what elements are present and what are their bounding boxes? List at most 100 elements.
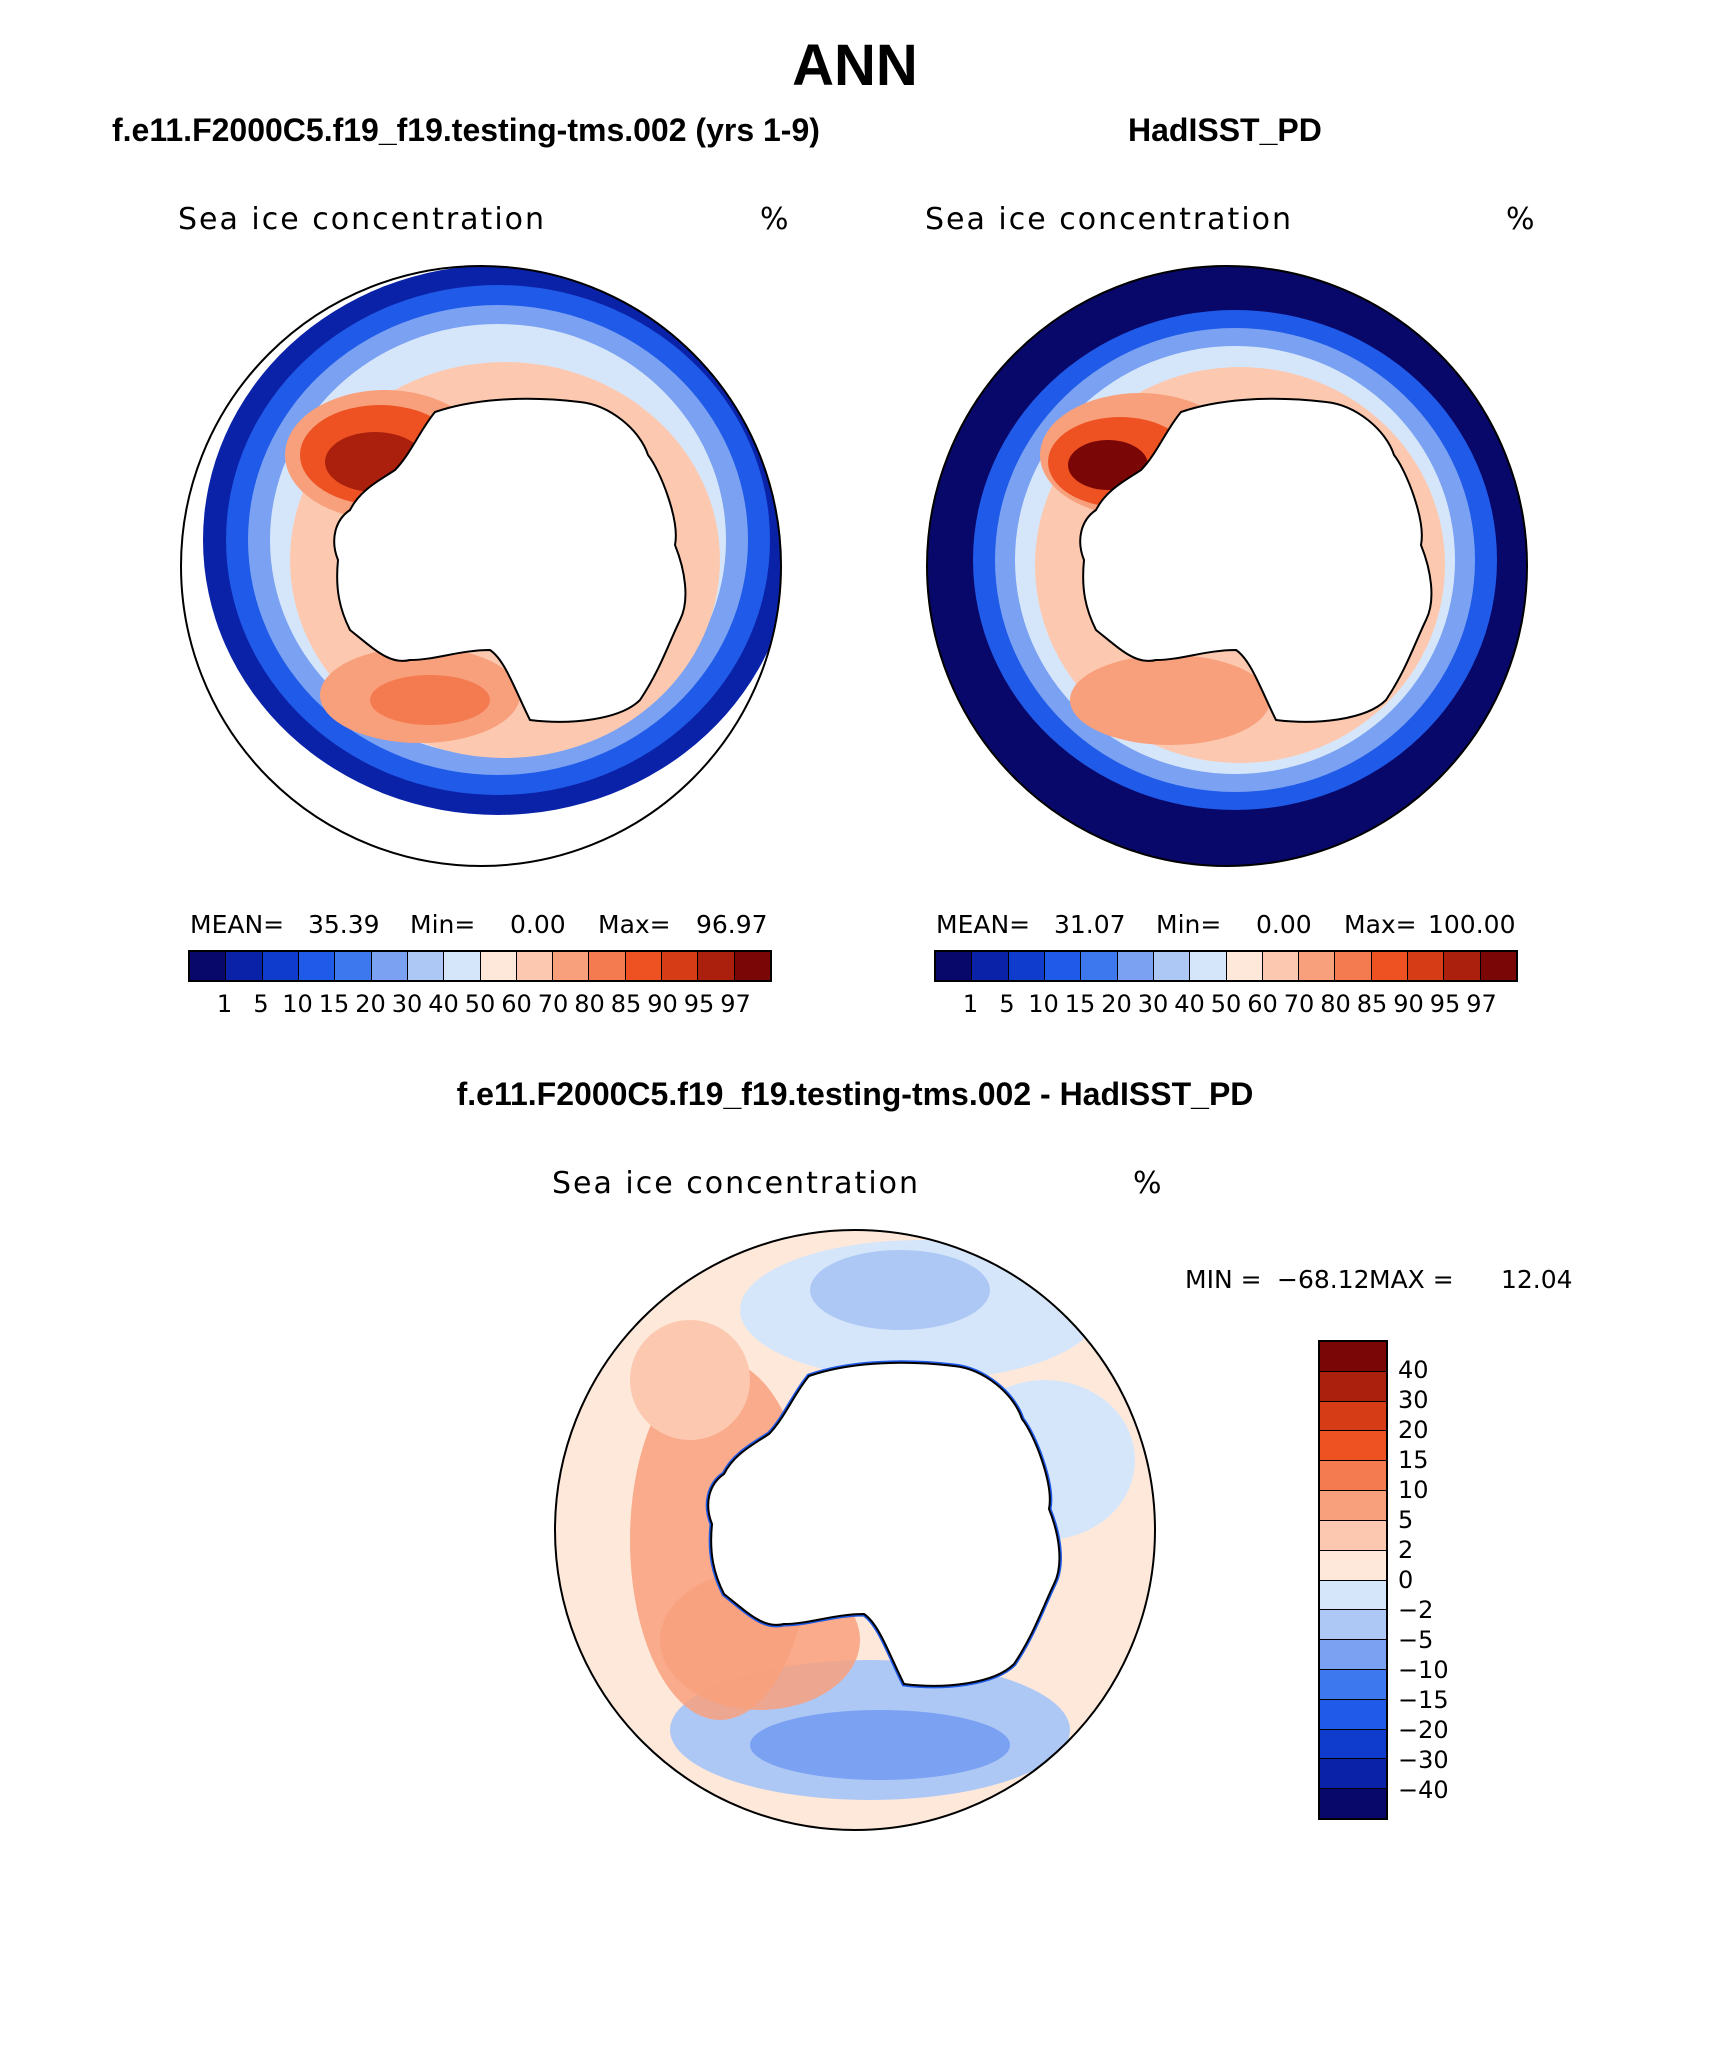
model-colorbar-tick-label: 90 — [647, 990, 678, 1018]
obs-colorbar-tick-label: 40 — [1174, 990, 1205, 1018]
model-colorbar-color-box — [444, 952, 481, 980]
obs-colorbar-tick-label: 30 — [1137, 990, 1169, 1018]
model-antarctica-coastline — [333, 397, 687, 723]
model-colorbar-tick-label: 95 — [683, 990, 715, 1018]
obs-colorbar-color-box — [1299, 952, 1336, 980]
obs-colorbar-color-box — [1117, 952, 1154, 980]
diff-colorbar-color-box — [1320, 1610, 1386, 1641]
model-map-border — [180, 265, 782, 867]
model-colorbar-color-box — [698, 952, 735, 980]
diff-colorbar-color-box — [1320, 1431, 1386, 1462]
obs-colorbar-tick-label: 90 — [1393, 990, 1424, 1018]
obs-colorbar-color-box — [1262, 952, 1300, 980]
obs-stats: MEAN= 31.07 Min= 0.00 Max= 100.00 — [936, 910, 1526, 940]
model-colorbar-color-box — [298, 952, 336, 980]
diff-colorbar-tick-label: 40 — [1398, 1356, 1429, 1384]
diff-max-value: 12.04 — [1501, 1265, 1573, 1294]
obs-units-label: % — [1506, 202, 1537, 237]
model-stats: MEAN= 35.39 Min= 0.00 Max= 96.97 — [190, 910, 780, 940]
model-colorbar-color-box — [516, 952, 554, 980]
diff-colorbar-tick-label: −10 — [1398, 1656, 1449, 1684]
model-colorbar-tick-label: 10 — [282, 990, 313, 1018]
obs-colorbar-tick-label: 1 — [962, 990, 979, 1018]
model-variable-label: Sea ice concentration — [178, 202, 547, 237]
obs-antarctica-coastline — [1079, 397, 1433, 723]
obs-variable-label: Sea ice concentration — [925, 202, 1294, 237]
obs-colorbar-tick-label: 97 — [1466, 990, 1497, 1018]
model-colorbar-color-box — [262, 952, 299, 980]
diff-variable-label: Sea ice concentration — [552, 1166, 921, 1201]
diff-colorbar-tick-label: 0 — [1398, 1566, 1414, 1594]
diff-max-label: MAX = — [1369, 1265, 1454, 1294]
obs-max-label: Max= — [1344, 910, 1417, 939]
diff-colorbar-tick-label: 30 — [1398, 1386, 1429, 1414]
obs-colorbar-color-box — [1444, 952, 1481, 980]
obs-colorbar-tick-label: 80 — [1320, 990, 1351, 1018]
diff-colorbar — [1318, 1340, 1388, 1820]
diff-colorbar-tick-label: 20 — [1398, 1416, 1429, 1444]
diff-colorbar-color-box — [1320, 1729, 1386, 1760]
model-colorbar-tick-label: 1 — [216, 990, 233, 1018]
diff-colorbar-color-box — [1320, 1640, 1386, 1670]
obs-colorbar-tick-label: 85 — [1356, 990, 1388, 1018]
model-colorbar-color-box — [553, 952, 590, 980]
model-colorbar-color-box — [371, 952, 408, 980]
model-colorbar-color-box — [480, 952, 517, 980]
obs-colorbar-tick-label: 60 — [1247, 990, 1278, 1018]
diff-colorbar-color-box — [1320, 1342, 1386, 1372]
obs-colorbar-ticks: 1 5 10 15 20 30 40 50 60 70 80 85 90 95 97 — [934, 990, 1518, 1020]
obs-colorbar-tick-label: 70 — [1283, 990, 1315, 1018]
diff-colorbar-tick-label: 5 — [1398, 1506, 1414, 1534]
model-units-label: % — [760, 202, 791, 237]
model-colorbar-tick-label: 40 — [428, 990, 459, 1018]
diff-panel-title: f.e11.F2000C5.f19_f19.testing-tms.002 - … — [456, 1076, 1254, 1112]
diff-colorbar-tick-label: −30 — [1398, 1746, 1449, 1774]
model-colorbar-color-box — [335, 952, 372, 980]
diff-colorbar-tick-label: −40 — [1398, 1776, 1449, 1804]
obs-colorbar-tick-label: 15 — [1064, 990, 1096, 1018]
diff-colorbar-color-box — [1320, 1491, 1386, 1521]
diff-colorbar-color-box — [1320, 1550, 1386, 1581]
diff-antarctica-coastline — [707, 1361, 1061, 1687]
model-colorbar-tick-label: 5 — [253, 990, 269, 1018]
diff-colorbar-tick-label: 2 — [1398, 1536, 1414, 1564]
model-colorbar-ticks: 1 5 10 15 20 30 40 50 60 70 80 85 90 95 97 — [188, 990, 772, 1020]
model-colorbar-tick-label: 60 — [501, 990, 532, 1018]
diff-colorbar-tick-label: 15 — [1398, 1446, 1429, 1474]
model-colorbar — [188, 950, 772, 982]
diff-stats: MIN = −68.12 MAX = 12.04 — [1185, 1265, 1605, 1295]
obs-colorbar-color-box — [1226, 952, 1263, 980]
model-colorbar-color-box — [226, 952, 263, 980]
diff-colorbar-color-box — [1320, 1580, 1386, 1611]
obs-colorbar-tick-label: 50 — [1210, 990, 1242, 1018]
diff-colorbar-color-box — [1320, 1520, 1386, 1551]
obs-colorbar-color-box — [1008, 952, 1045, 980]
diff-colorbar-ticks: 40 30 20 15 10 5 2 0 −2 −5 −10 −15 −20 −30 −40 — [1398, 1340, 1478, 1820]
obs-min-label: Min= — [1156, 910, 1222, 939]
model-colorbar-tick-label: 97 — [720, 990, 751, 1018]
model-colorbar-tick-label: 80 — [574, 990, 605, 1018]
obs-panel-title: HadISST_PD — [1128, 112, 1322, 148]
model-colorbar-color-box — [734, 952, 770, 980]
diff-colorbar-color-box — [1320, 1401, 1386, 1432]
diff-min-value: −68.12 — [1277, 1265, 1370, 1294]
model-colorbar-tick-label: 50 — [464, 990, 496, 1018]
figure-title: ANN — [792, 33, 918, 98]
diff-colorbar-tick-label: −15 — [1398, 1686, 1449, 1714]
model-min-value: 0.00 — [510, 910, 566, 939]
obs-colorbar-color-box — [1480, 952, 1516, 980]
diff-colorbar-tick-label: 10 — [1398, 1476, 1429, 1504]
obs-colorbar-tick-label: 95 — [1429, 990, 1461, 1018]
obs-mean-label: MEAN= — [936, 910, 1031, 939]
obs-colorbar-color-box — [1044, 952, 1082, 980]
diff-colorbar-color-box — [1320, 1699, 1386, 1730]
model-colorbar-color-box — [662, 952, 699, 980]
obs-colorbar-color-box — [1371, 952, 1409, 980]
obs-colorbar-color-box — [1153, 952, 1191, 980]
model-min-label: Min= — [410, 910, 476, 939]
model-panel-title: f.e11.F2000C5.f19_f19.testing-tms.002 (y… — [112, 112, 820, 148]
model-colorbar-color-box — [190, 952, 227, 980]
diff-units-label: % — [1133, 1166, 1164, 1201]
model-colorbar-color-box — [589, 952, 626, 980]
